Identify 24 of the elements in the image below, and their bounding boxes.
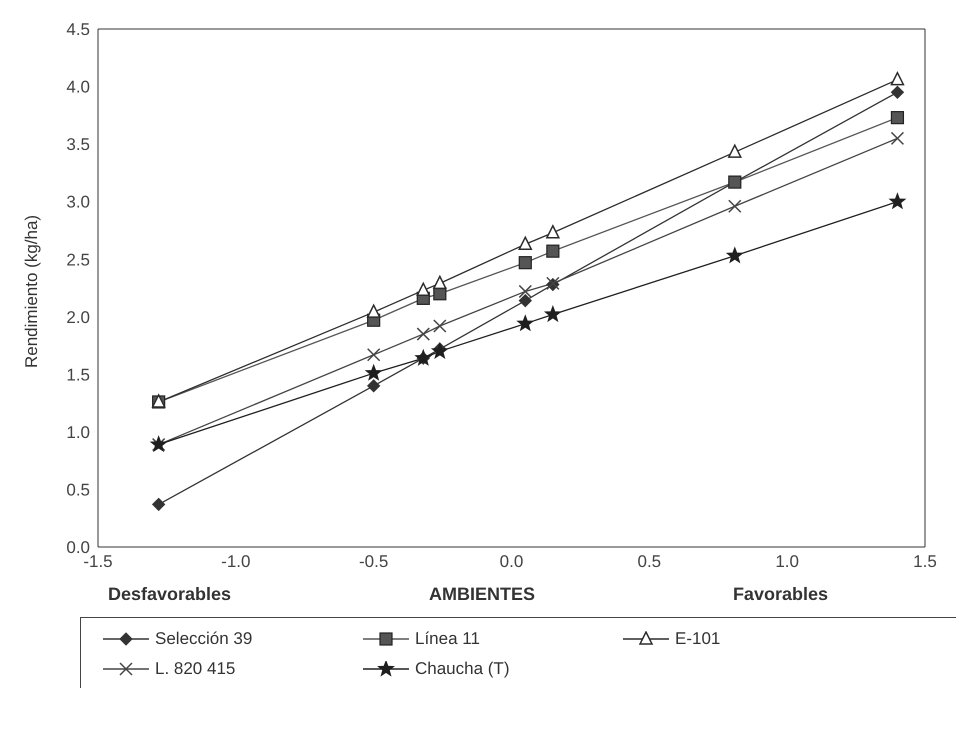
y-tick-label: 3.0 xyxy=(66,192,90,212)
text: Favorables xyxy=(732,584,828,605)
x-tick-label: -0.5 xyxy=(359,552,388,572)
x-tick-label: 1.5 xyxy=(913,552,937,572)
y-tick-label: 0.5 xyxy=(66,480,90,500)
legend-label: E-101 xyxy=(675,629,720,649)
x-axis-title: AMBIENTES xyxy=(429,584,536,605)
x-tick-label: 1.0 xyxy=(775,552,799,572)
y-tick-label: 1.0 xyxy=(66,422,90,442)
x-tick-label: -1.0 xyxy=(221,552,250,572)
y-axis-title: Rendimiento (kg/ha) xyxy=(22,214,42,368)
y-tick-label: 4.0 xyxy=(66,78,90,97)
text: Desfavorables xyxy=(108,584,232,605)
x-tick-label: 0.5 xyxy=(638,552,662,572)
legend-label: L. 820 415 xyxy=(155,659,236,679)
x-tick-label: 0.0 xyxy=(500,552,524,572)
y-tick-label: 4.5 xyxy=(66,20,90,40)
legend-label: Chaucha (T) xyxy=(415,659,510,679)
y-tick-label: 1.5 xyxy=(66,365,90,384)
y-tick-label: 3.5 xyxy=(66,135,90,154)
legend-label: Línea 11 xyxy=(415,629,480,649)
y-tick-label: 2.5 xyxy=(66,250,90,270)
legend-label: Selección 39 xyxy=(155,629,252,649)
y-tick-label: 2.0 xyxy=(66,308,90,327)
